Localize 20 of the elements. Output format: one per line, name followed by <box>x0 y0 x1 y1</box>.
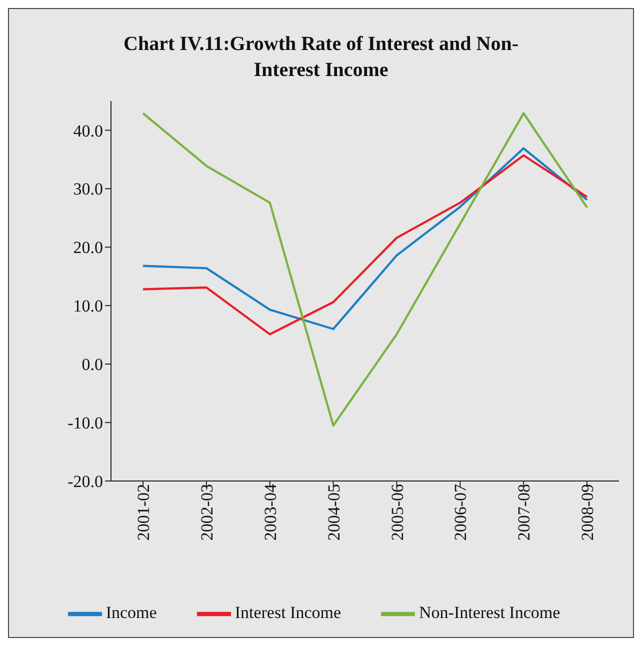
y-tick-label: -20.0 <box>68 472 103 492</box>
x-tick-label: 2001-02 <box>134 484 154 541</box>
x-tick-label: 2002-03 <box>198 484 216 541</box>
y-tick-label: 30.0 <box>73 180 103 199</box>
x-tick-label: 2007-08 <box>514 484 534 541</box>
legend-label: Interest Income <box>234 602 342 622</box>
y-tick-label: 40.0 <box>73 121 103 140</box>
y-tick-label: 10.0 <box>73 296 103 316</box>
y-tick-label: 20.0 <box>73 238 103 258</box>
x-tick-label: 2004-05 <box>324 484 344 541</box>
x-tick-label: 2008-09 <box>578 484 598 541</box>
legend-label: Non-Interest Income <box>419 602 560 622</box>
x-tick-label: 2006-07 <box>451 484 470 541</box>
line-series <box>142 112 588 427</box>
y-tick-label: -10.0 <box>68 414 103 433</box>
legend-label: Income <box>106 602 157 622</box>
chart-title: Chart IV.11:Growth Rate of Interest and Non-Interest Income <box>122 32 520 83</box>
y-tick-label: 0.0 <box>82 355 103 374</box>
x-tick-label: 2003-04 <box>260 484 280 541</box>
x-tick-label: 2005-06 <box>388 484 407 541</box>
